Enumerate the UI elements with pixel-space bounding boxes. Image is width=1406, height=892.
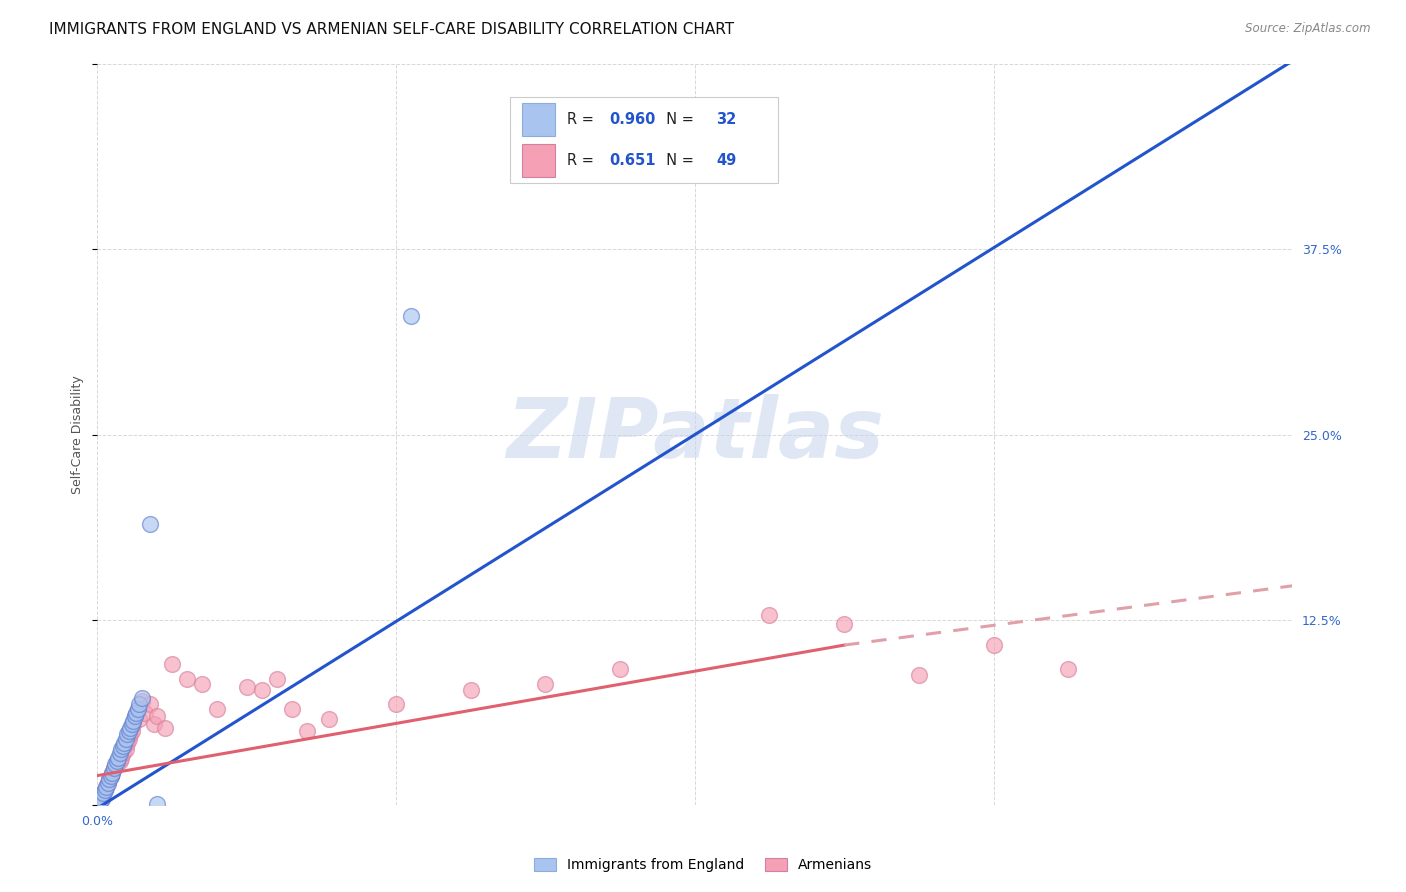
Point <box>98 772 121 786</box>
Point <box>143 716 166 731</box>
Point <box>97 776 120 790</box>
Text: N =: N = <box>657 153 699 168</box>
Point <box>236 680 259 694</box>
Point <box>280 702 302 716</box>
Point <box>534 676 557 690</box>
Point <box>250 682 273 697</box>
Point <box>983 638 1005 652</box>
Point <box>100 768 122 782</box>
Point <box>191 676 214 690</box>
Point <box>127 702 149 716</box>
Bar <box>509 97 779 183</box>
Point <box>87 794 110 808</box>
Text: 49: 49 <box>716 153 737 168</box>
Point <box>758 608 780 623</box>
Point <box>128 712 150 726</box>
Point <box>134 706 156 721</box>
Bar <box>522 144 555 178</box>
Point <box>112 736 135 750</box>
Point <box>110 742 132 756</box>
Point <box>117 727 139 741</box>
Point <box>108 754 131 768</box>
Text: 32: 32 <box>716 112 737 128</box>
Point <box>94 783 117 797</box>
Point <box>124 709 146 723</box>
Point <box>89 790 111 805</box>
Point <box>93 786 115 800</box>
Point <box>295 724 318 739</box>
Point <box>1057 662 1080 676</box>
Point <box>89 794 111 808</box>
Point <box>103 761 125 775</box>
Point <box>96 780 118 795</box>
Point <box>385 698 408 712</box>
Text: R =: R = <box>567 112 599 128</box>
Point <box>100 768 122 782</box>
Point <box>460 682 482 697</box>
Point <box>101 765 124 780</box>
Point <box>94 783 117 797</box>
Text: ZIPatlas: ZIPatlas <box>506 394 884 475</box>
Point <box>90 792 112 806</box>
Point <box>103 761 125 775</box>
Point <box>105 754 128 768</box>
Point <box>97 776 120 790</box>
Point <box>146 797 169 811</box>
Point <box>160 657 183 672</box>
Point <box>101 765 124 780</box>
Point <box>104 756 127 771</box>
Text: 0.651: 0.651 <box>609 153 655 168</box>
Bar <box>522 103 555 136</box>
Point <box>90 790 112 805</box>
Point <box>128 698 150 712</box>
Point <box>131 691 153 706</box>
Point <box>131 694 153 708</box>
Text: 0.960: 0.960 <box>609 112 655 128</box>
Point <box>98 772 121 786</box>
Point <box>124 709 146 723</box>
Point <box>107 751 129 765</box>
Y-axis label: Self-Care Disability: Self-Care Disability <box>72 376 84 494</box>
Point <box>266 672 288 686</box>
Point <box>138 698 160 712</box>
Point <box>121 716 143 731</box>
Point <box>122 716 145 731</box>
Point <box>121 724 143 739</box>
Point <box>125 706 148 721</box>
Point <box>832 617 855 632</box>
Point <box>96 780 118 795</box>
Point <box>118 724 141 739</box>
Point <box>205 702 228 716</box>
Text: Source: ZipAtlas.com: Source: ZipAtlas.com <box>1246 22 1371 36</box>
Point <box>318 712 340 726</box>
Point <box>609 662 631 676</box>
Point <box>105 756 128 771</box>
Point <box>111 739 134 753</box>
Point <box>93 788 115 802</box>
Point <box>122 714 145 728</box>
Point <box>117 736 139 750</box>
Point <box>176 672 198 686</box>
Point <box>138 516 160 531</box>
Legend: Immigrants from England, Armenians: Immigrants from England, Armenians <box>529 853 877 878</box>
Point <box>399 309 422 323</box>
Text: IMMIGRANTS FROM ENGLAND VS ARMENIAN SELF-CARE DISABILITY CORRELATION CHART: IMMIGRANTS FROM ENGLAND VS ARMENIAN SELF… <box>49 22 734 37</box>
Point <box>120 721 142 735</box>
Point <box>153 721 176 735</box>
Point <box>120 727 142 741</box>
Point <box>114 731 136 746</box>
Point <box>111 747 134 761</box>
Point <box>118 731 141 746</box>
Point <box>110 751 132 765</box>
Point <box>146 709 169 723</box>
Point <box>908 667 931 681</box>
Text: R =: R = <box>567 153 599 168</box>
Point <box>112 739 135 753</box>
Point <box>127 702 149 716</box>
Point <box>108 747 131 761</box>
Text: N =: N = <box>657 112 699 128</box>
Point <box>114 742 136 756</box>
